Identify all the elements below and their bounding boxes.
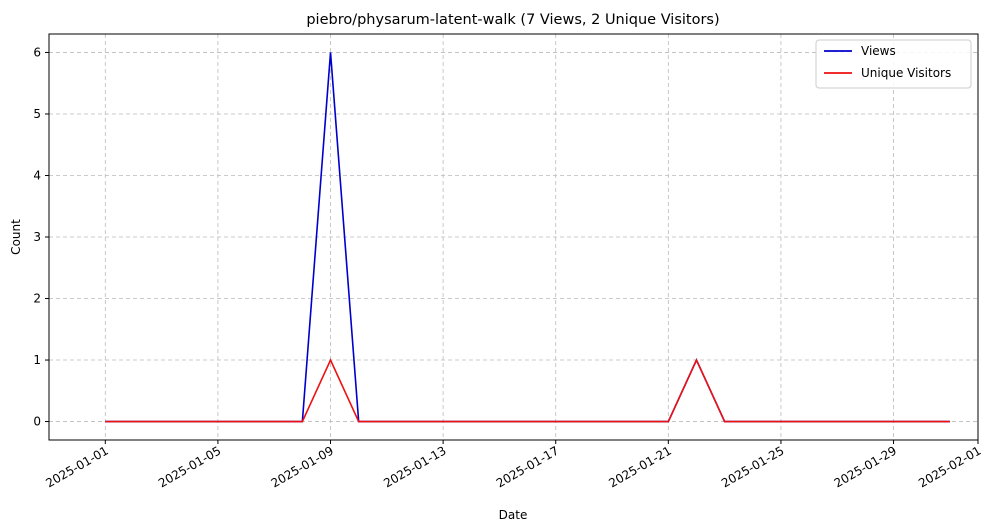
x-tick-label: 2025-01-17 [494,443,561,490]
y-tick-label: 5 [33,107,41,121]
legend-box [815,39,972,89]
x-axis-label: Date [499,508,528,522]
x-axis-ticks: 2025-01-01 2025-01-05 2025-01-09 2025-01-13… [43,440,984,490]
y-tick-label: 0 [33,415,41,429]
series-points-1 [105,360,950,422]
y-tick-label: 4 [33,168,41,182]
x-tick-label: 2025-01-25 [719,443,786,490]
series-lines [105,52,950,423]
y-tick-label: 6 [33,45,41,59]
x-tick-label: 2025-01-01 [43,443,110,490]
chart-title: piebro/physarum-latent-walk (7 Views, 2 … [306,12,719,28]
x-tick-label: 2025-01-29 [832,443,899,490]
x-tick-label: 2025-02-01 [916,443,983,490]
series-line-1 [105,358,950,423]
legend-label: Views [861,44,896,58]
y-axis-ticks: 0 1 2 3 4 5 6 [33,45,49,429]
y-tick-label: 1 [33,353,41,367]
grid-lines [49,34,979,440]
y-tick-label: 2 [33,292,41,306]
legend: Views Unique Visitors [815,39,972,89]
x-tick-label: 2025-01-13 [381,443,448,490]
x-tick-label: 2025-01-21 [606,443,673,490]
y-axis-label: Count [9,219,23,255]
legend-label: Unique Visitors [861,66,951,80]
x-tick-label: 2025-01-05 [156,443,223,490]
x-tick-label: 2025-01-09 [269,443,336,490]
y-tick-label: 3 [33,230,41,244]
